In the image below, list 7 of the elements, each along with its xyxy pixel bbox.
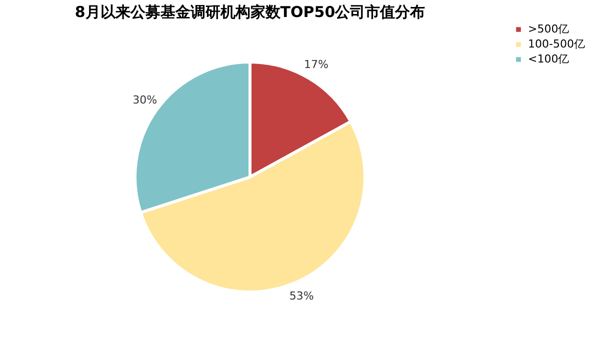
legend-label: 100-500亿 — [528, 38, 585, 50]
data-label: 53% — [289, 289, 314, 302]
data-label: 30% — [132, 94, 158, 107]
legend-label: >500亿 — [528, 22, 570, 36]
chart-title: 8月以来公募基金调研机构家数TOP50公司市值分布 — [74, 3, 426, 21]
data-label: 17% — [304, 58, 328, 72]
legend-label: <100亿 — [528, 52, 570, 66]
